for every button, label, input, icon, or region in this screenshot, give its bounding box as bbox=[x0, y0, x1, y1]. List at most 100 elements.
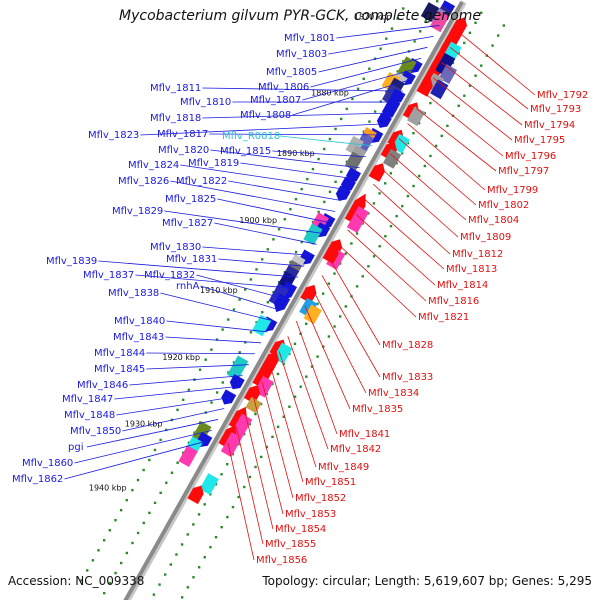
gene-feature bbox=[245, 396, 262, 414]
track-dot bbox=[373, 57, 377, 60]
leader-line bbox=[146, 364, 249, 370]
leader-line bbox=[165, 336, 262, 344]
gene-label-right: Mflv_1835 bbox=[352, 404, 403, 415]
scale-mark-label: 1920 kbp bbox=[162, 353, 200, 362]
gene-feature-shape bbox=[429, 10, 450, 33]
scale-mark-label: 1870 kbp bbox=[354, 12, 392, 21]
gene-label-right: Mflv_1856 bbox=[256, 555, 307, 566]
track-dot bbox=[412, 131, 415, 135]
track-dot bbox=[423, 164, 427, 168]
gene-label-left: Mflv_1824 bbox=[128, 160, 179, 171]
gene-feature-shape bbox=[383, 148, 402, 169]
leader-line bbox=[458, 31, 536, 96]
track-dot bbox=[305, 375, 308, 378]
leader-line bbox=[373, 183, 451, 255]
track-dot bbox=[396, 70, 399, 73]
gene-feature bbox=[274, 293, 291, 312]
leader-line bbox=[122, 408, 225, 432]
gene-label-left: Mflv_1830 bbox=[150, 242, 201, 253]
gene-feature bbox=[341, 176, 356, 192]
gene-feature-shape bbox=[326, 248, 346, 270]
track-dot bbox=[379, 100, 382, 103]
track-dot bbox=[221, 381, 224, 384]
track-dot bbox=[424, 20, 428, 23]
track-dot bbox=[232, 308, 236, 311]
track-dot bbox=[249, 331, 253, 334]
gene-feature-shape bbox=[346, 167, 362, 183]
track-dot bbox=[119, 561, 123, 565]
gene-feature-shape bbox=[435, 52, 456, 77]
gene-label-left: Mflv_1826 bbox=[118, 176, 169, 187]
track-dot bbox=[334, 127, 337, 131]
track-dot bbox=[327, 335, 331, 338]
leader-line bbox=[129, 375, 243, 386]
gene-label-left: Mflv_1817 bbox=[157, 129, 208, 140]
leader-line bbox=[407, 123, 486, 191]
track-dot bbox=[328, 137, 332, 141]
leader-line bbox=[209, 133, 379, 136]
gene-label-left: Mflv_1846 bbox=[77, 380, 128, 391]
leader-line bbox=[236, 427, 264, 545]
leader-line bbox=[398, 138, 477, 206]
gene-label-left: Mflv_1801 bbox=[284, 33, 335, 44]
gene-label-right: Mflv_1849 bbox=[318, 462, 369, 473]
track-dot bbox=[180, 543, 184, 546]
leader-line bbox=[321, 275, 381, 378]
gene-feature bbox=[435, 52, 456, 77]
track-dot bbox=[181, 398, 185, 402]
leader-line bbox=[228, 180, 342, 201]
leader-line bbox=[210, 149, 360, 169]
track-dot bbox=[406, 194, 410, 198]
track-dot bbox=[159, 438, 162, 442]
gene-feature-shape bbox=[406, 106, 426, 127]
track-dot bbox=[80, 579, 83, 582]
track-dot bbox=[338, 315, 342, 318]
track-dot bbox=[237, 495, 240, 499]
gene-label-left: Mflv_1838 bbox=[108, 288, 159, 299]
track-dot bbox=[176, 461, 179, 464]
track-dot bbox=[192, 523, 195, 526]
track-dot bbox=[378, 192, 381, 195]
track-dot bbox=[479, 11, 483, 14]
track-dot bbox=[203, 556, 206, 559]
gene-feature-shape bbox=[299, 297, 318, 318]
track-dot bbox=[328, 190, 332, 194]
track-dot bbox=[243, 485, 246, 489]
leader-line bbox=[364, 199, 445, 270]
track-dot bbox=[299, 385, 302, 388]
gene-label-left: Mflv_1832 bbox=[144, 270, 195, 281]
track-dot bbox=[261, 311, 264, 314]
track-dot bbox=[226, 463, 229, 466]
track-dot bbox=[114, 571, 117, 575]
accession-text: Accession: NC_009338 bbox=[8, 574, 145, 588]
gene-label-right: Mflv_1841 bbox=[339, 429, 390, 440]
gene-feature-shape bbox=[344, 193, 366, 225]
gene-feature bbox=[390, 88, 406, 104]
track-dot bbox=[266, 248, 270, 251]
gene-feature bbox=[220, 432, 243, 458]
leader-line bbox=[114, 386, 237, 400]
gene-feature-shape bbox=[229, 374, 245, 390]
leader-line bbox=[310, 57, 422, 88]
leader-line bbox=[244, 412, 274, 530]
gene-label-left: Mflv_1839 bbox=[46, 256, 97, 267]
gene-label-left: Mflv_1808 bbox=[240, 110, 291, 121]
leader-line bbox=[86, 419, 219, 448]
gene-label-left: Mflv_1847 bbox=[62, 394, 113, 405]
track-dot bbox=[226, 515, 229, 519]
leader-line bbox=[146, 352, 255, 355]
gene-feature-shape bbox=[368, 163, 385, 182]
gene-feature bbox=[227, 355, 249, 381]
track-dot bbox=[323, 200, 326, 204]
track-dot bbox=[277, 228, 281, 231]
gene-feature-shape bbox=[300, 284, 317, 304]
gene-feature-shape bbox=[199, 473, 219, 495]
track-dot bbox=[395, 214, 398, 218]
gene-feature-shape bbox=[227, 355, 249, 381]
track-dot bbox=[338, 262, 342, 265]
track-dot bbox=[197, 513, 201, 516]
track-dot bbox=[368, 120, 371, 123]
track-dot bbox=[417, 121, 421, 125]
track-dot bbox=[401, 204, 404, 208]
track-dot bbox=[204, 358, 207, 361]
